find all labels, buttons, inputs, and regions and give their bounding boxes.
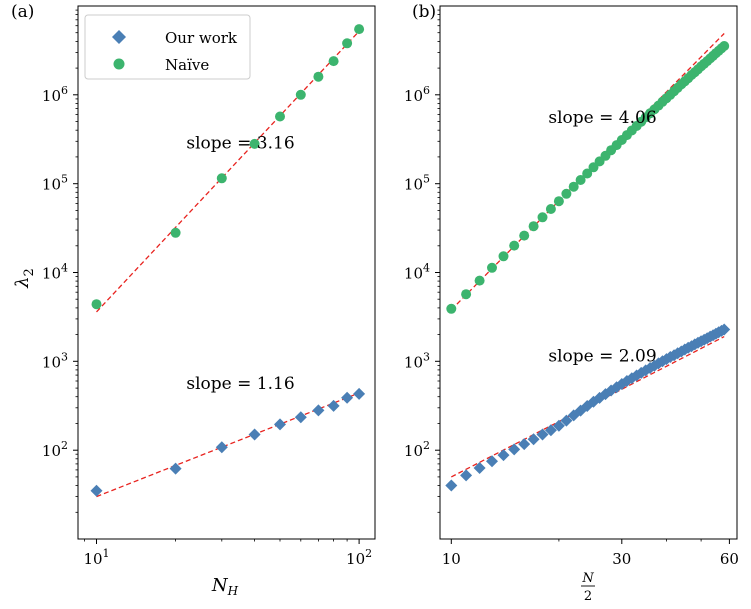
panel-b-point-naive [538,212,548,222]
panel-b-point-naive [519,231,529,241]
panel-a-point-naive [217,173,227,183]
panel-a-slope-annotation: slope = 1.16 [186,374,294,394]
panel-b-slope-annotation: slope = 4.06 [548,108,656,128]
panel-b-point-naive [529,221,539,231]
panel-a-ytick-label: 102 [42,439,68,460]
panel-b-point-naive [499,251,509,261]
panel-a-point-our-work [274,418,286,430]
panel-b-marks: slope = 4.06 slope = 2.09 [445,34,730,492]
svg-text:2: 2 [584,589,592,604]
panel-a-point-naive [296,90,306,100]
panel-a-xtick-label: 101 [83,547,109,568]
panel-b-ytick-label: 106 [404,84,430,105]
panel-b-ytick-label: 102 [404,439,430,460]
panel-b-xtick-label: 10 [442,550,461,568]
panel-b-slope-annotation: slope = 2.09 [548,346,656,366]
panel-a-xtick-label: 102 [346,547,372,568]
panel-a-point-our-work [353,388,365,400]
panel-b-point-naive [546,204,556,214]
panel-a-frame [78,6,375,539]
panel-b-point-our-work [508,443,520,455]
panel-a-point-our-work [295,411,307,423]
panel-b-point-naive [719,41,729,51]
panel-b-point-naive [554,196,564,206]
panel-b-point-our-work [445,480,457,492]
legend-marker-naive [114,59,125,70]
panel-a-marks: slope = 3.16 slope = 1.16 [91,24,366,497]
svg-text:λ2: λ2 [12,268,37,289]
panel-a-point-our-work [249,429,261,441]
legend-label-naive: Naïve [165,56,209,74]
panel-a-point-naive [92,299,102,309]
panel-a-point-our-work [312,404,324,416]
panel-a-xlabel: NH [211,575,239,598]
panel-b-point-naive [487,263,497,273]
panel-b-point-naive [509,241,519,251]
panel-a-ytick-label: 104 [42,262,68,283]
panel-b-point-naive [475,276,485,286]
panel-a-ytick-label: 103 [42,350,68,371]
panel-a-point-naive [275,112,285,122]
panel-a-point-our-work [216,441,228,453]
panel-a-point-naive [329,56,339,66]
panel-b-point-naive [446,304,456,314]
legend-label-our-work: Our work [165,29,238,47]
panel-b-frame [440,6,737,539]
legend: Our work Naïve [85,15,250,79]
panel-a-label: (a) [11,2,34,22]
panel-b-point-naive [561,189,571,199]
panel-b-ytick-label: 105 [404,173,430,194]
panel-a-point-naive [342,38,352,48]
panel-a-point-naive [354,24,364,34]
panel-b-point-naive [461,289,471,299]
panel-b-ytick-label: 103 [404,350,430,371]
panel-b-xtick-label: 30 [612,550,631,568]
panel-a-ytick-label: 106 [42,84,68,105]
panel-b-point-our-work [498,449,510,461]
panel-b-point-our-work [486,455,498,467]
panel-a-slope-annotation: slope = 3.16 [186,133,294,153]
panel-a-point-naive [313,72,323,82]
panel-a-point-our-work [341,392,353,404]
panel-b-ytick-label: 104 [404,262,430,283]
panel-b-xtick-label: 60 [720,550,739,568]
panel-a-ticks: 102 103 104 105 106 101 102 [42,10,372,568]
panel-a-point-naive [171,228,181,238]
panel-a-ytick-label: 105 [42,173,68,194]
panel-b-xlabel: N 2 [581,571,595,604]
panel-b-label: (b) [412,2,436,22]
svg-text:N: N [581,571,594,586]
panel-a-ylabel: λ2 [12,268,37,289]
